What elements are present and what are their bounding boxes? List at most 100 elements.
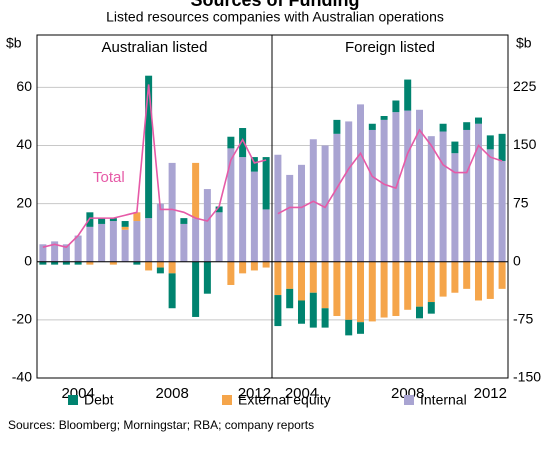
bar-segment	[404, 110, 412, 262]
bar-segment	[451, 261, 459, 293]
bar-segment	[404, 79, 412, 111]
bar-segment	[51, 241, 59, 262]
x-tick-label: 2008	[155, 385, 188, 402]
bar-segment	[298, 164, 305, 262]
bar-segment	[298, 300, 305, 324]
legend-swatch	[68, 395, 78, 405]
bar-segment	[180, 223, 188, 262]
legend-swatch	[404, 395, 414, 405]
bar-segment	[392, 100, 400, 113]
bar-segment	[451, 141, 459, 154]
bar-segment	[133, 261, 141, 265]
bar-segment	[203, 189, 211, 262]
bar-segment	[121, 221, 129, 227]
bar-segment	[357, 261, 364, 323]
bar-segment	[298, 261, 305, 301]
bar-segment	[357, 322, 364, 334]
bar-segment	[380, 261, 388, 318]
bar-segment	[239, 261, 247, 274]
source-note: Sources: Bloomberg; Morningstar; RBA; co…	[8, 418, 314, 432]
bar-segment	[133, 212, 141, 222]
bar-segment	[156, 261, 164, 268]
y-axis-label: $b	[516, 35, 532, 51]
legend-label: Internal	[420, 392, 467, 408]
bar-segment	[475, 261, 482, 301]
bar-segment	[274, 295, 282, 327]
bar-segment	[309, 261, 317, 293]
panel-title: Australian listed	[102, 39, 208, 56]
bar-segment	[321, 261, 329, 309]
bar-segment	[39, 261, 47, 265]
bar-segment	[439, 123, 447, 132]
bar-segment	[145, 261, 153, 271]
bar-segment	[262, 209, 270, 262]
bar-segment	[227, 148, 235, 262]
y-tick-label: 0	[24, 252, 32, 268]
bar-segment	[203, 261, 211, 294]
bar-segment	[86, 212, 94, 227]
bar-segment	[156, 267, 164, 274]
y-tick-label: 75	[513, 194, 529, 210]
bar-segment	[286, 174, 294, 262]
bar-segment	[333, 119, 341, 134]
bar-segment	[416, 109, 423, 262]
y-tick-label: 150	[513, 136, 537, 152]
bar-segment	[486, 261, 494, 299]
total-line	[42, 84, 267, 249]
bar-segment	[380, 116, 388, 120]
bar-segment	[98, 223, 106, 262]
panel-title: Foreign listed	[345, 39, 435, 56]
bar-segment	[368, 261, 376, 322]
bar-segment	[192, 162, 200, 219]
bar-segment	[86, 261, 94, 265]
y-tick-label: 225	[513, 78, 537, 94]
bar-segment	[227, 261, 235, 285]
bar-segment	[368, 123, 376, 130]
bar-segment	[345, 261, 353, 320]
bar-segment	[168, 273, 176, 309]
bar-segment	[321, 308, 329, 328]
bar-segment	[109, 221, 117, 262]
bar-segment	[439, 131, 447, 262]
total-line	[277, 128, 503, 215]
bar-segment	[192, 261, 200, 317]
bar-segment	[333, 261, 341, 316]
bar-segment	[192, 218, 200, 262]
bar-segment	[274, 154, 282, 262]
x-tick-label: 2004	[285, 385, 318, 402]
bar-segment	[121, 229, 129, 262]
bar-segment	[486, 135, 494, 150]
bar-segment	[498, 133, 506, 161]
y-tick-label: 60	[16, 78, 32, 94]
bar-segment	[475, 123, 482, 262]
bar-segment	[404, 261, 412, 310]
bar-segment	[250, 171, 258, 262]
bar-segment	[145, 75, 153, 219]
bar-segment	[286, 288, 294, 309]
bar-segment	[463, 261, 471, 289]
bar-segment	[286, 261, 294, 289]
bar-segment	[262, 157, 270, 210]
bar-segment	[133, 221, 141, 262]
bar-segment	[321, 145, 329, 262]
bar-segment	[475, 117, 482, 124]
bar-segment	[498, 160, 506, 262]
bar-segment	[215, 212, 223, 262]
bar-segment	[109, 261, 117, 265]
bar-segment	[250, 157, 258, 172]
y-tick-label: 20	[16, 194, 32, 210]
bar-segment	[463, 122, 471, 130]
bar-segment	[416, 306, 423, 319]
bar-segment	[345, 319, 353, 336]
bar-segment	[309, 292, 317, 328]
bar-segment	[250, 261, 258, 271]
y-tick-label: 0	[513, 252, 521, 268]
legend-label: Debt	[84, 392, 114, 408]
bar-segment	[86, 226, 94, 262]
bar-segment	[427, 136, 435, 262]
bar-segment	[145, 218, 153, 262]
bar-segment	[156, 203, 164, 262]
bar-segment	[51, 261, 59, 265]
bar-segment	[392, 261, 400, 316]
y-tick-label: 40	[16, 136, 32, 152]
